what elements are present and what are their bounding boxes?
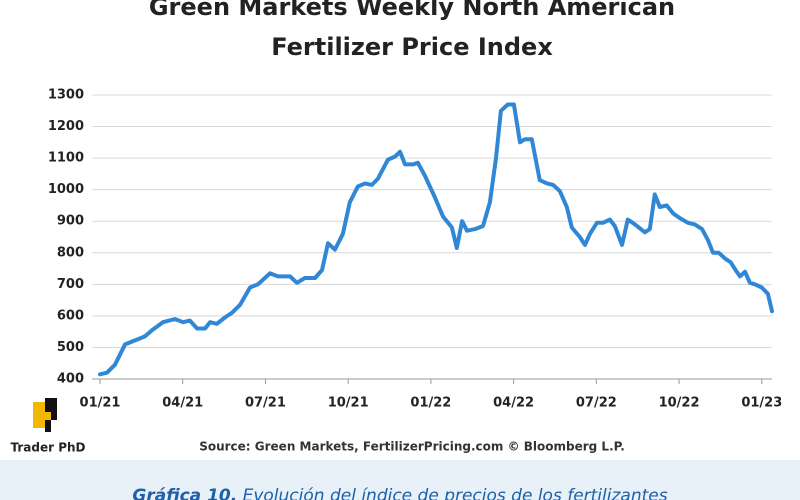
logo-text: Trader PhD bbox=[10, 441, 85, 455]
chart: Green Markets Weekly North American Fert… bbox=[10, 0, 782, 455]
x-tick-label: 07/22 bbox=[576, 396, 617, 411]
x-tick-label: 01/22 bbox=[410, 396, 451, 411]
y-tick-label: 600 bbox=[57, 308, 84, 323]
y-tick-label: 700 bbox=[57, 277, 84, 292]
y-tick-label: 1300 bbox=[48, 88, 84, 103]
y-tick-label: 800 bbox=[57, 245, 84, 260]
x-tick-label: 01/21 bbox=[80, 396, 121, 411]
x-tick-label: 07/21 bbox=[245, 396, 286, 411]
caption-label: Gráfica 10. bbox=[132, 486, 238, 500]
y-tick-label: 900 bbox=[57, 214, 84, 229]
y-tick-label: 400 bbox=[57, 372, 84, 387]
y-tick-label: 1200 bbox=[48, 119, 84, 134]
y-tick-label: 1100 bbox=[48, 151, 84, 166]
x-tick-label: 10/21 bbox=[328, 396, 369, 411]
x-tick-label: 04/22 bbox=[493, 396, 534, 411]
logo-icon bbox=[33, 398, 57, 432]
caption: Gráfica 10. Evolución del índice de prec… bbox=[0, 486, 800, 500]
y-tick-label: 500 bbox=[57, 340, 84, 355]
price-line bbox=[98, 102, 774, 377]
chart-title: Fertilizer Price Index bbox=[271, 33, 553, 61]
caption-text: Evolución del índice de precios de los f… bbox=[242, 486, 668, 500]
y-tick-label: 1000 bbox=[48, 182, 84, 197]
caption-band: Gráfica 10. Evolución del índice de prec… bbox=[0, 460, 800, 500]
x-tick-label: 04/21 bbox=[162, 396, 203, 411]
x-tick-label: 01/23 bbox=[741, 396, 782, 411]
chart-title: Green Markets Weekly North American bbox=[149, 0, 675, 21]
x-tick-label: 10/22 bbox=[659, 396, 700, 411]
source: Source: Green Markets, FertilizerPricing… bbox=[199, 440, 625, 454]
